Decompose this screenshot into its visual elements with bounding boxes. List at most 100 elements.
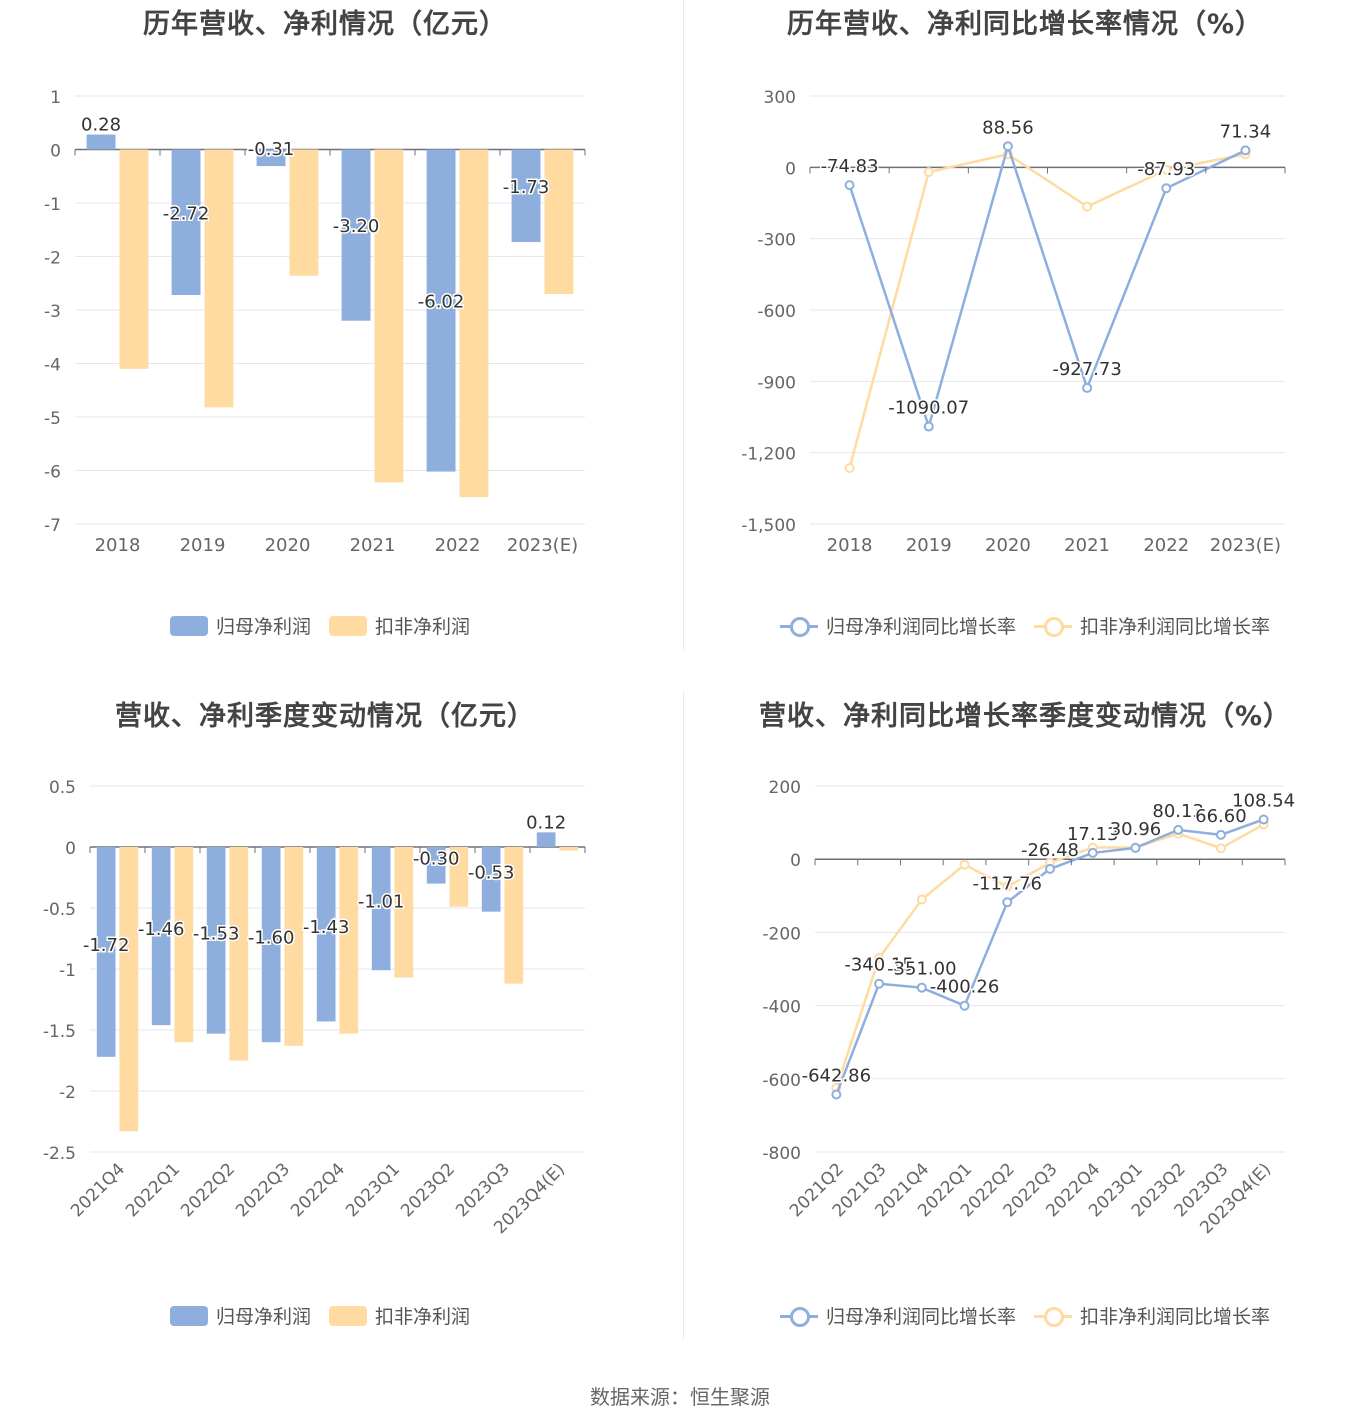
- bar-parent-profit: [371, 847, 391, 971]
- x-tick-label: 2023Q1: [342, 1159, 404, 1221]
- chart-title: 营收、净利季度变动情况（亿元）: [115, 701, 535, 732]
- bar-deducted-profit: [289, 149, 319, 276]
- x-tick-label: 2018: [827, 535, 873, 556]
- bar-deducted-profit: [449, 847, 469, 907]
- bar-deducted-profit: [204, 149, 234, 408]
- bar-deducted-profit: [119, 847, 139, 1132]
- data-label: 108.54: [1232, 790, 1295, 811]
- bar-parent-profit: [206, 847, 226, 1034]
- x-tick-label: 2022Q4: [287, 1159, 349, 1221]
- y-tick-label: 0: [50, 142, 61, 162]
- legend-line-marker: [1034, 1306, 1073, 1327]
- chart-plot: 200 0 -200 -400 -600 -800 -642.86 -340.15-351.0…: [762, 778, 1296, 1238]
- legend-item-deducted-growth[interactable]: 扣非净利润同比增长率: [1034, 1302, 1270, 1329]
- bar-parent-profit: [511, 149, 541, 243]
- line-point: [1215, 843, 1226, 854]
- data-label: -87.93: [1137, 159, 1195, 180]
- y-tick-label: -900: [757, 373, 796, 393]
- line-point: [1087, 847, 1098, 858]
- y-tick-label: -4: [44, 356, 61, 376]
- data-label: -1090.07: [888, 398, 969, 419]
- bar-parent-profit: [151, 847, 171, 1026]
- x-tick-label: 2018: [95, 535, 141, 556]
- x-tick-label: 2022Q3: [232, 1159, 294, 1221]
- data-label: -1.60: [248, 928, 295, 949]
- data-label: -74.83: [821, 156, 879, 177]
- legend-label: 扣非净利润: [375, 616, 471, 638]
- y-tick-label: -200: [762, 924, 801, 944]
- bar-deducted-profit: [374, 149, 404, 483]
- legend-item-parent-growth[interactable]: 归母净利润同比增长率: [780, 1302, 1016, 1329]
- data-label: 80.13: [1152, 801, 1204, 822]
- legend-item-deducted-profit[interactable]: 扣非净利润: [329, 612, 470, 639]
- bar-deducted-profit: [459, 149, 489, 498]
- y-tick-label: -2: [59, 1083, 76, 1103]
- x-tick-label: 2023(E): [1210, 535, 1281, 556]
- bar-deducted-profit: [174, 847, 194, 1043]
- legend-item-parent-profit[interactable]: 归母净利润: [169, 1302, 311, 1329]
- y-tick-label: -400: [762, 998, 801, 1018]
- legend-item-deducted-profit[interactable]: 扣非净利润: [329, 1302, 470, 1329]
- x-tick-label: 2020: [265, 535, 311, 556]
- divider-bottom: [683, 690, 684, 1340]
- data-label: -400.26: [930, 977, 999, 998]
- chart-plot: 1 0 -1 -2 -3 -4 -5 -6 -7 0.28 -2.72 -0.31 -3.20 -6.02…: [44, 88, 586, 556]
- data-label: -2.72: [163, 203, 210, 224]
- x-tick-label: 2023Q2: [397, 1159, 459, 1221]
- line-point: [1161, 164, 1172, 175]
- legend-swatch: [329, 615, 367, 636]
- line-point: [916, 894, 927, 905]
- line-point: [844, 463, 855, 474]
- data-label: -0.53: [468, 862, 515, 883]
- chart-title: 历年营收、净利同比增长率情况（%）: [786, 9, 1264, 40]
- line-point: [874, 953, 885, 964]
- bar-parent-profit: [256, 149, 286, 167]
- data-label: -1.72: [83, 935, 130, 956]
- x-tick-label: 2021Q4: [67, 1159, 129, 1221]
- bar-deducted-profit: [544, 149, 574, 294]
- legend-line-marker: [780, 1306, 818, 1327]
- legend-item-parent-growth[interactable]: 归母净利润同比增长率: [780, 612, 1016, 639]
- bar-parent-profit: [426, 847, 446, 884]
- line-point: [1173, 824, 1184, 835]
- bar-parent-profit: [316, 847, 336, 1022]
- bar-parent-profit: [96, 847, 116, 1057]
- line-point: [1258, 814, 1269, 825]
- legend-label: 归母净利润同比增长率: [826, 616, 1017, 638]
- chart-panel-annual-growth: 历年营收、净利同比增长率情况（%） 300 0 -300 -600 -900 -1,200…: [680, 0, 1360, 690]
- line-point: [1082, 201, 1093, 212]
- chart-plot: 300 0 -300 -600 -900 -1,200 -1,500 -74.83 -1090.…: [741, 88, 1286, 556]
- chart-plot: 0.5 0 -0.5 -1 -1.5 -2 -2.5 -1.72 -1.46 -1.53 -1.60…: [43, 778, 586, 1238]
- legend-item-deducted-growth[interactable]: 扣非净利润同比增长率: [1034, 612, 1270, 639]
- x-tick-label: 2022: [435, 535, 481, 556]
- y-tick-label: 200: [769, 778, 801, 798]
- line-point: [831, 1089, 842, 1100]
- legend-label: 扣非净利润: [375, 1306, 471, 1328]
- legend-label: 归母净利润: [215, 1306, 311, 1328]
- legend-item-parent-profit[interactable]: 归母净利润: [169, 612, 311, 639]
- chart-legend: 归母净利润 扣非净利润: [0, 612, 660, 639]
- y-tick-label: -1,500: [741, 516, 796, 536]
- line-point: [1002, 897, 1013, 908]
- chart-title: 营收、净利同比增长率季度变动情况（%）: [758, 701, 1292, 732]
- bar-deducted-profit: [229, 847, 249, 1061]
- chart-legend: 归母净利润 扣非净利润: [0, 1302, 660, 1329]
- y-tick-label: -300: [757, 231, 796, 251]
- x-tick-label: 2021: [350, 535, 396, 556]
- y-tick-label: 300: [764, 88, 796, 108]
- x-tick-label: 2022Q2: [177, 1159, 239, 1221]
- legend-swatch: [169, 615, 208, 636]
- line-point: [1240, 145, 1251, 156]
- data-label: -1.46: [138, 919, 185, 940]
- y-tick-label: 0: [65, 839, 76, 859]
- line-point: [959, 1000, 970, 1011]
- chart-panel-quarterly-profit: 营收、净利季度变动情况（亿元） 0.5 0 -0.5 -1 -1.5 -2 -2.5 -1.7…: [0, 690, 680, 1380]
- x-tick-label: 2022: [1143, 535, 1189, 556]
- data-source-note: 数据来源：恒生聚源: [590, 1385, 770, 1409]
- data-label: 66.60: [1195, 806, 1247, 827]
- y-tick-label: -2.5: [43, 1144, 76, 1164]
- legend-line-marker: [1034, 616, 1073, 637]
- data-label: -1.73: [503, 177, 550, 198]
- bar-parent-profit: [261, 847, 281, 1043]
- bar-deducted-profit: [394, 847, 414, 978]
